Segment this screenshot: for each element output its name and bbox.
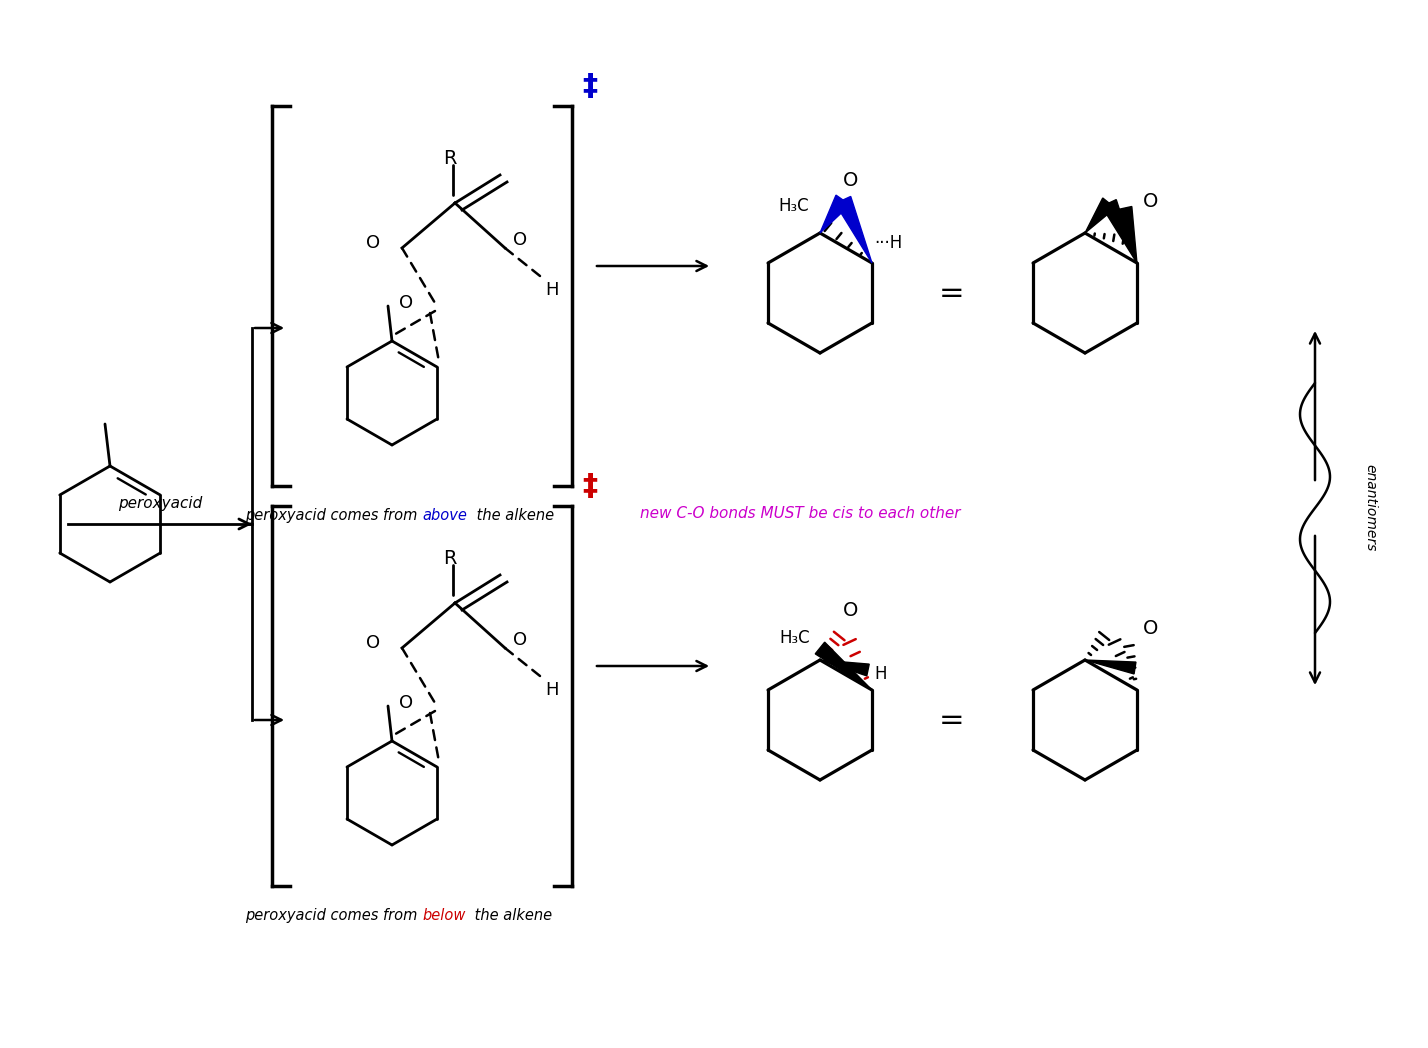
- Polygon shape: [820, 660, 870, 676]
- Text: ‡: ‡: [583, 72, 597, 101]
- Text: H₃C: H₃C: [780, 629, 810, 647]
- Text: above: above: [423, 508, 467, 523]
- Text: ···H: ···H: [874, 234, 902, 252]
- Polygon shape: [1118, 206, 1137, 263]
- Text: O: O: [1142, 618, 1158, 637]
- Polygon shape: [1102, 199, 1137, 263]
- Text: new C-O bonds MUST be cis to each other: new C-O bonds MUST be cis to each other: [640, 505, 960, 521]
- Text: O: O: [398, 294, 413, 312]
- Text: peroxyacid comes from: peroxyacid comes from: [246, 908, 423, 923]
- Text: below: below: [423, 908, 466, 923]
- Text: the alkene: the alkene: [473, 508, 554, 523]
- Text: H₃C: H₃C: [778, 197, 808, 215]
- Text: O: O: [366, 634, 380, 652]
- Polygon shape: [1085, 660, 1135, 674]
- Text: enantiomers: enantiomers: [1362, 464, 1377, 551]
- Text: O: O: [366, 234, 380, 252]
- Text: H: H: [874, 665, 887, 683]
- Text: H: H: [545, 281, 558, 299]
- Text: =: =: [940, 705, 965, 735]
- Text: O: O: [844, 601, 858, 619]
- Text: O: O: [513, 631, 527, 649]
- Text: the alkene: the alkene: [470, 908, 553, 923]
- Text: R: R: [443, 149, 457, 168]
- Text: O: O: [844, 171, 858, 190]
- Text: R: R: [443, 548, 457, 568]
- Text: H: H: [545, 681, 558, 699]
- Text: peroxyacid: peroxyacid: [117, 496, 201, 511]
- Text: ‡: ‡: [583, 472, 597, 501]
- Text: O: O: [398, 694, 413, 712]
- Text: =: =: [940, 279, 965, 307]
- Polygon shape: [835, 196, 873, 263]
- Polygon shape: [820, 195, 850, 233]
- Text: O: O: [513, 231, 527, 249]
- Text: peroxyacid comes from: peroxyacid comes from: [246, 508, 423, 523]
- Polygon shape: [1085, 198, 1115, 233]
- Text: O: O: [1142, 192, 1158, 211]
- Polygon shape: [815, 642, 873, 690]
